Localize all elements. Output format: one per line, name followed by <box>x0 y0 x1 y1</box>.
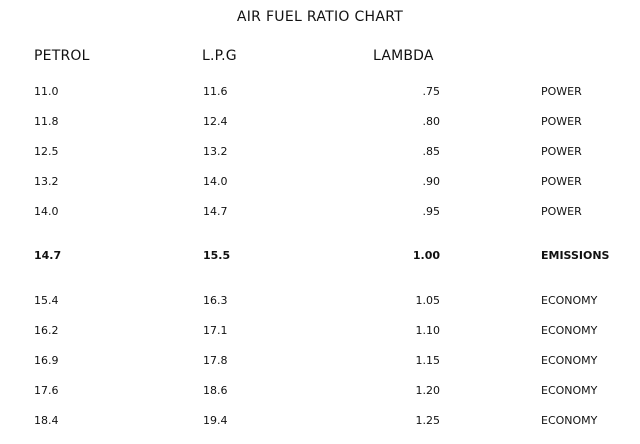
petrol-cell: 15.4 <box>34 294 59 307</box>
note-cell: ECONOMY <box>541 354 598 367</box>
lambda-cell: .95 <box>422 205 441 218</box>
lambda-cell: .90 <box>422 175 441 188</box>
lpg-cell: 14.0 <box>203 175 228 188</box>
note-cell: POWER <box>541 205 582 218</box>
note-cell: EMISSIONS <box>541 249 610 262</box>
lambda-cell: .85 <box>422 145 441 158</box>
note-cell: ECONOMY <box>541 414 598 427</box>
petrol-cell: 17.6 <box>34 384 59 397</box>
lambda-cell: .75 <box>422 85 441 98</box>
column-header-lambda: LAMBDA <box>373 48 434 64</box>
lambda-cell: 1.10 <box>415 324 441 337</box>
lambda-cell: 1.00 <box>412 249 440 262</box>
note-cell: ECONOMY <box>541 324 598 337</box>
petrol-cell: 18.4 <box>34 414 59 427</box>
lpg-cell: 17.1 <box>203 324 228 337</box>
petrol-cell: 11.8 <box>34 115 59 128</box>
note-cell: ECONOMY <box>541 384 598 397</box>
petrol-cell: 16.2 <box>34 324 59 337</box>
note-cell: POWER <box>541 175 582 188</box>
column-header-lpg: L.P.G <box>202 48 237 64</box>
lambda-cell: .80 <box>422 115 441 128</box>
petrol-cell: 14.0 <box>34 205 59 218</box>
note-cell: ECONOMY <box>541 294 598 307</box>
petrol-cell: 12.5 <box>34 145 59 158</box>
lpg-cell: 12.4 <box>203 115 228 128</box>
lpg-cell: 19.4 <box>203 414 228 427</box>
lambda-cell: 1.15 <box>415 354 441 367</box>
chart-title: AIR FUEL RATIO CHART <box>236 9 404 25</box>
petrol-cell: 16.9 <box>34 354 59 367</box>
lambda-cell: 1.20 <box>415 384 441 397</box>
note-cell: POWER <box>541 145 582 158</box>
note-cell: POWER <box>541 85 582 98</box>
petrol-cell: 11.0 <box>34 85 59 98</box>
lpg-cell: 16.3 <box>203 294 228 307</box>
lambda-cell: 1.25 <box>415 414 441 427</box>
lpg-cell: 13.2 <box>203 145 228 158</box>
column-header-petrol: PETROL <box>34 48 90 64</box>
petrol-cell: 13.2 <box>34 175 59 188</box>
lpg-cell: 15.5 <box>203 249 231 262</box>
note-cell: POWER <box>541 115 582 128</box>
lpg-cell: 14.7 <box>203 205 228 218</box>
lpg-cell: 17.8 <box>203 354 228 367</box>
lambda-cell: 1.05 <box>415 294 441 307</box>
lpg-cell: 11.6 <box>203 85 228 98</box>
petrol-cell: 14.7 <box>34 249 62 262</box>
lpg-cell: 18.6 <box>203 384 228 397</box>
